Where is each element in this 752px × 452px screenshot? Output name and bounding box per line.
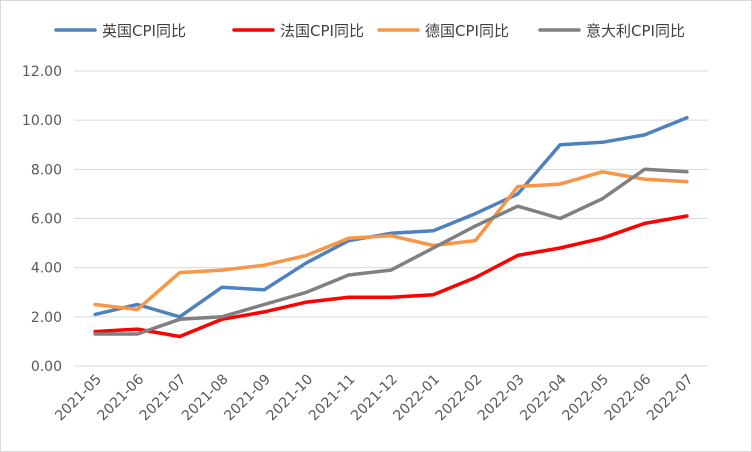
legend-label-3: 意大利CPI同比 bbox=[586, 22, 685, 40]
y-tick-label: 4.00 bbox=[31, 261, 62, 277]
y-axis-tick-labels: 0.00 2.00 4.00 6.00 8.00 10.00 12.00 bbox=[22, 64, 62, 375]
y-tick-label: 12.00 bbox=[22, 64, 62, 80]
series-line-1 bbox=[93, 214, 689, 339]
y-tick-label: 6.00 bbox=[31, 212, 62, 228]
x-tick-label: 2022-07 bbox=[644, 372, 697, 425]
y-tick-label: 10.00 bbox=[22, 113, 62, 129]
series-line-3 bbox=[93, 167, 689, 336]
series-line-2 bbox=[93, 170, 689, 312]
legend: 英国CPI同比 法国CPI同比 德国CPI同比 意大利CPI同比 bbox=[54, 22, 685, 40]
legend-label-0: 英国CPI同比 bbox=[102, 22, 186, 40]
y-tick-label: 8.00 bbox=[31, 162, 62, 178]
legend-label-1: 法国CPI同比 bbox=[280, 22, 364, 40]
y-tick-label: 2.00 bbox=[31, 310, 62, 326]
legend-label-2: 德国CPI同比 bbox=[425, 22, 509, 40]
x-axis-tick-labels: 2021-052021-062021-072021-082021-092021-… bbox=[52, 371, 696, 424]
y-tick-label: 0.00 bbox=[31, 359, 62, 375]
series-lines bbox=[93, 115, 689, 339]
series-line-0 bbox=[93, 115, 689, 319]
